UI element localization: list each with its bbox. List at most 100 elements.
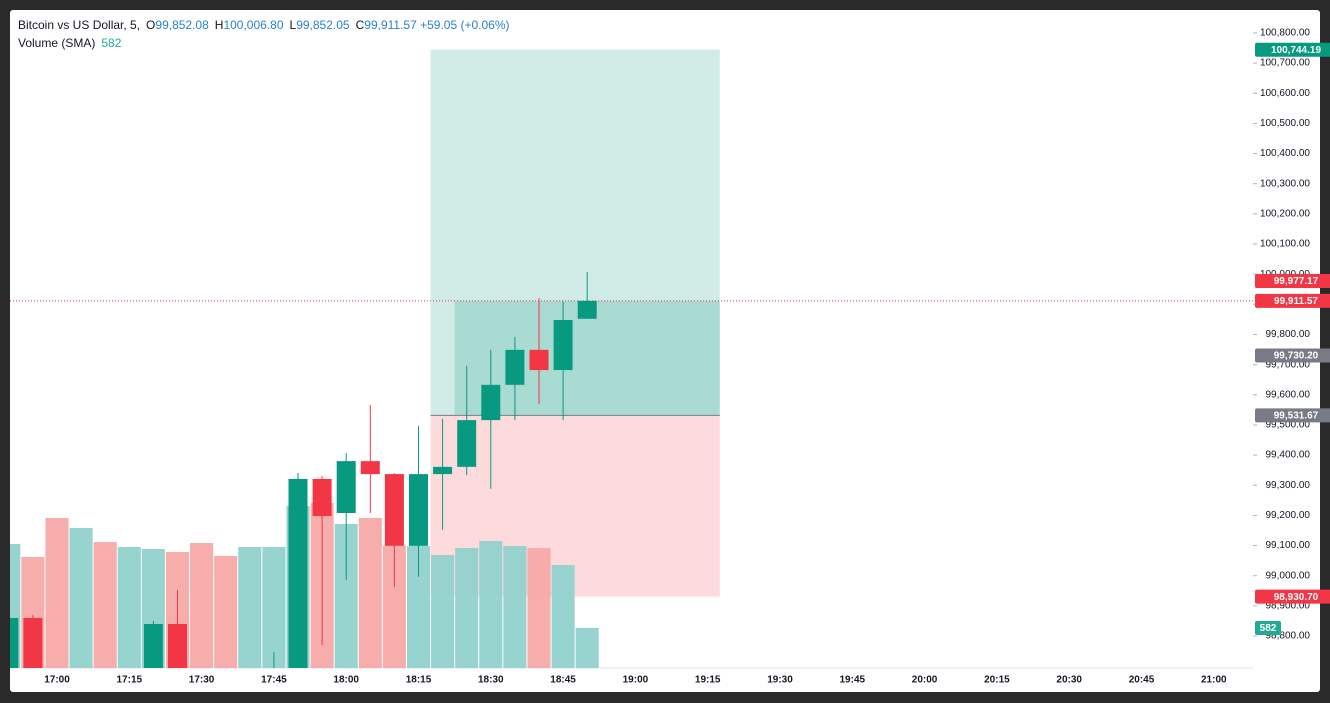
volume-bar: [45, 517, 69, 668]
volume-value: 582: [101, 36, 122, 50]
chart-background: [10, 10, 1320, 692]
candle-body: [384, 474, 404, 546]
candle-body: [216, 693, 235, 702]
x-tick-label: 18:00: [333, 675, 359, 686]
volume-bar: [503, 546, 527, 668]
price-label: [1255, 348, 1330, 363]
volume-bar: [431, 555, 455, 668]
volume-bar: [358, 517, 382, 668]
entry-label: [1255, 408, 1330, 423]
y-tick-label: 98,800.00: [1266, 631, 1311, 642]
price-label: [1255, 274, 1330, 289]
volume-label: [1255, 621, 1281, 636]
candle-body: [505, 349, 525, 385]
x-tick-label: 17:00: [44, 675, 70, 686]
x-tick-label: 21:00: [1201, 675, 1227, 686]
candle-body: [72, 690, 91, 702]
volume-bar: [214, 555, 238, 668]
x-tick-label: 18:45: [550, 675, 576, 686]
ohlc-key: H: [214, 18, 224, 32]
axes: 98,800.00 98,900.00 99,000.00 99,100.00 99,2…: [44, 28, 1330, 686]
volume-bar: [93, 542, 117, 668]
x-tick-label: 20:15: [984, 675, 1010, 686]
y-tick-label: 99,000.00: [1266, 570, 1311, 581]
y-tick-label: 100,200.00: [1260, 208, 1310, 219]
candle-body: [529, 349, 549, 371]
volume-bar: [262, 546, 286, 668]
plot-area: [10, 49, 1253, 702]
volume-bar: [479, 540, 503, 668]
volume-bar: [575, 628, 599, 668]
ohlc-value: 100,006.80: [223, 18, 284, 32]
y-tick-label: 99,800.00: [1266, 329, 1311, 340]
x-tick-label: 20:30: [1056, 675, 1082, 686]
y-tick-label: 100,300.00: [1260, 178, 1310, 189]
x-tick-label: 17:45: [261, 675, 287, 686]
stop-zone: [430, 415, 720, 597]
entry-label-text: 99,531.67: [1274, 411, 1319, 422]
stop-label: [1255, 589, 1330, 604]
y-tick-label: 99,400.00: [1266, 450, 1311, 461]
x-tick-label: 19:45: [840, 675, 866, 686]
candle-body: [336, 461, 356, 513]
x-tick-label: 18:15: [406, 675, 432, 686]
y-tick-label: 100,700.00: [1260, 58, 1310, 69]
symbol-title: Bitcoin vs US Dollar, 5,: [18, 18, 141, 32]
volume-bar: [69, 528, 93, 668]
volume-bar: [455, 548, 479, 668]
ohlc-key: L: [289, 18, 297, 32]
ohlc-value: 99,852.08: [155, 18, 209, 32]
volume-label-text: 582: [1260, 623, 1277, 634]
y-tick-label: 99,700.00: [1266, 359, 1311, 370]
price-label: [1255, 293, 1330, 308]
y-tick-label: 100,400.00: [1260, 148, 1310, 159]
candle-body: [168, 623, 187, 668]
candle-body: [143, 623, 163, 668]
price-label-text: 99,730.20: [1274, 351, 1319, 362]
candle-body: [23, 617, 43, 668]
candle-body: [240, 690, 259, 702]
stop-label-text: 98,930.70: [1274, 592, 1319, 603]
target-label-text: 100,744.19: [1271, 45, 1321, 56]
price-label-text: 99,911.57: [1274, 296, 1318, 307]
candle-body: [312, 478, 332, 517]
candle-body: [577, 300, 597, 319]
x-tick-label: 17:15: [117, 675, 143, 686]
y-tick-label: 100,100.00: [1260, 239, 1310, 250]
volume-bar: [334, 524, 358, 668]
ohlc-key: O: [146, 18, 156, 32]
y-tick-label: 99,600.00: [1266, 389, 1311, 400]
target-label: [1255, 42, 1330, 57]
candle-body: [409, 474, 428, 546]
target-zone: [430, 49, 720, 416]
x-tick-label: 19:15: [695, 675, 721, 686]
candle-body: [433, 466, 453, 475]
y-tick-label: 99,300.00: [1266, 480, 1311, 491]
y-tick-label: 100,800.00: [1260, 28, 1310, 39]
volume-name: Volume (SMA): [18, 36, 96, 50]
volume-bar: [406, 546, 431, 668]
y-tick-label: 100,500.00: [1260, 118, 1310, 129]
y-tick-label: 99,500.00: [1266, 420, 1311, 431]
volume-bar: [551, 564, 575, 668]
y-tick-label: 99,200.00: [1266, 510, 1311, 521]
ohlc-value: 99,852.05: [296, 18, 350, 32]
x-tick-label: 20:45: [1129, 675, 1155, 686]
candle-body: [553, 320, 573, 371]
volume-bar: [382, 546, 406, 668]
x-tick-label: 19:00: [623, 675, 649, 686]
ohlc-key: C: [355, 18, 365, 32]
x-tick-label: 17:30: [189, 675, 215, 686]
volume-bar: [10, 544, 21, 668]
volume-bar: [527, 548, 551, 668]
volume-bar: [238, 546, 262, 668]
candle-body: [481, 384, 501, 421]
volume-bar: [190, 542, 214, 668]
ohlc-values: O99,852.08 H100,006.80 L99,852.05 C99,911.5…: [140, 18, 417, 32]
change: +59.05 (+0.06%): [420, 18, 510, 32]
y-tick-label: 99,100.00: [1266, 540, 1311, 551]
x-tick-label: 19:30: [767, 675, 793, 686]
price-label-text: 99,977.17: [1274, 276, 1319, 287]
